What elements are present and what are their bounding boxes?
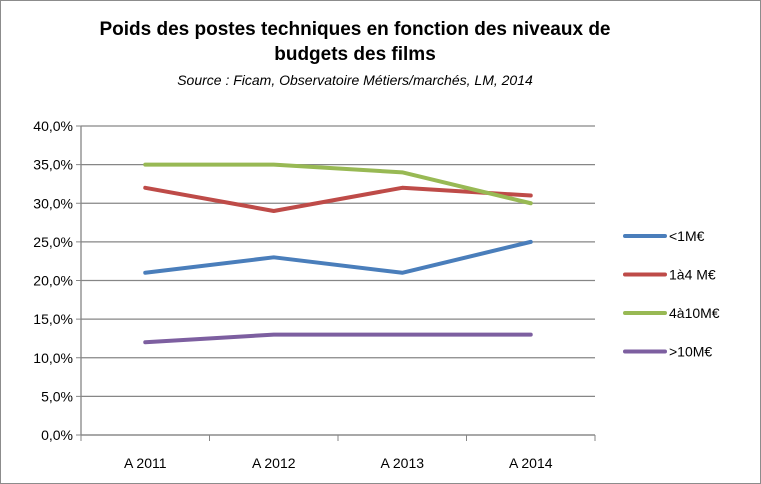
series-lines bbox=[143, 162, 533, 345]
chart-title-line-2: budgets des films bbox=[274, 44, 436, 65]
chart-title-line-1: Poids des postes techniques en fonction … bbox=[99, 19, 611, 40]
x-tick-label: A 2012 bbox=[252, 455, 296, 471]
legend-label: <1M€ bbox=[669, 228, 705, 244]
y-tick-label: 20,0% bbox=[33, 273, 73, 289]
axes: 0,0% 5,0% 10,0% 15,0% 20,0% 25,0% 30,0% 35,0% 40… bbox=[33, 118, 596, 471]
series-line bbox=[143, 239, 533, 275]
x-tick-label: A 2011 bbox=[124, 455, 167, 471]
y-tick-label: 40,0% bbox=[33, 118, 73, 134]
legend-label: 4à10M€ bbox=[669, 305, 720, 321]
series-line bbox=[143, 332, 533, 345]
y-tick-label: 35,0% bbox=[33, 157, 73, 173]
series-line bbox=[143, 162, 533, 206]
y-tick-label: 15,0% bbox=[33, 311, 73, 327]
y-tick-label: 10,0% bbox=[33, 350, 73, 366]
series-line bbox=[143, 185, 533, 213]
y-tick-label: 5,0% bbox=[41, 388, 73, 404]
legend: <1M€ 1à4 M€ 4à10M€ >10M€ bbox=[623, 228, 720, 360]
legend-label: >10M€ bbox=[669, 344, 712, 360]
y-tick-label: 25,0% bbox=[33, 234, 73, 250]
x-tick-label: A 2014 bbox=[509, 455, 553, 471]
legend-label: 1à4 M€ bbox=[669, 267, 716, 283]
y-tick-label: 0,0% bbox=[41, 427, 73, 443]
gridlines bbox=[81, 125, 595, 436]
chart-subtitle: Source : Ficam, Observatoire Métiers/mar… bbox=[177, 72, 533, 88]
x-tick-label: A 2013 bbox=[380, 455, 424, 471]
y-tick-label: 30,0% bbox=[33, 195, 73, 211]
